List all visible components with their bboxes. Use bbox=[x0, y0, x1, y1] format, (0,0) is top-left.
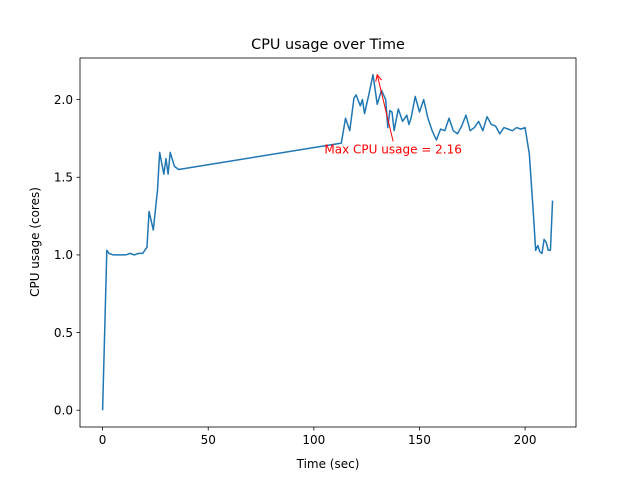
y-tick-label: 0.0 bbox=[54, 404, 73, 418]
x-tick-label: 0 bbox=[99, 433, 107, 447]
x-tick-label: 150 bbox=[408, 433, 431, 447]
max-cpu-annotation-arrowhead bbox=[375, 73, 383, 82]
x-axis-label: Time (sec) bbox=[296, 457, 360, 471]
max-cpu-annotation-arrow bbox=[376, 74, 394, 142]
y-tick-label: 0.5 bbox=[54, 326, 73, 340]
y-tick-label: 1.0 bbox=[54, 248, 73, 262]
chart-title: CPU usage over Time bbox=[251, 37, 405, 53]
cpu-usage-line bbox=[101, 74, 554, 411]
max-cpu-annotation-text: Max CPU usage = 2.16 bbox=[324, 142, 461, 156]
x-tick-label: 50 bbox=[201, 433, 216, 447]
plot-frame bbox=[79, 57, 577, 428]
y-axis-label: CPU usage (cores) bbox=[28, 187, 42, 297]
y-tick-label: 1.5 bbox=[54, 171, 73, 185]
x-tick-label: 200 bbox=[514, 433, 537, 447]
y-tick-label: 2.0 bbox=[54, 93, 73, 107]
x-tick-label: 100 bbox=[302, 433, 325, 447]
